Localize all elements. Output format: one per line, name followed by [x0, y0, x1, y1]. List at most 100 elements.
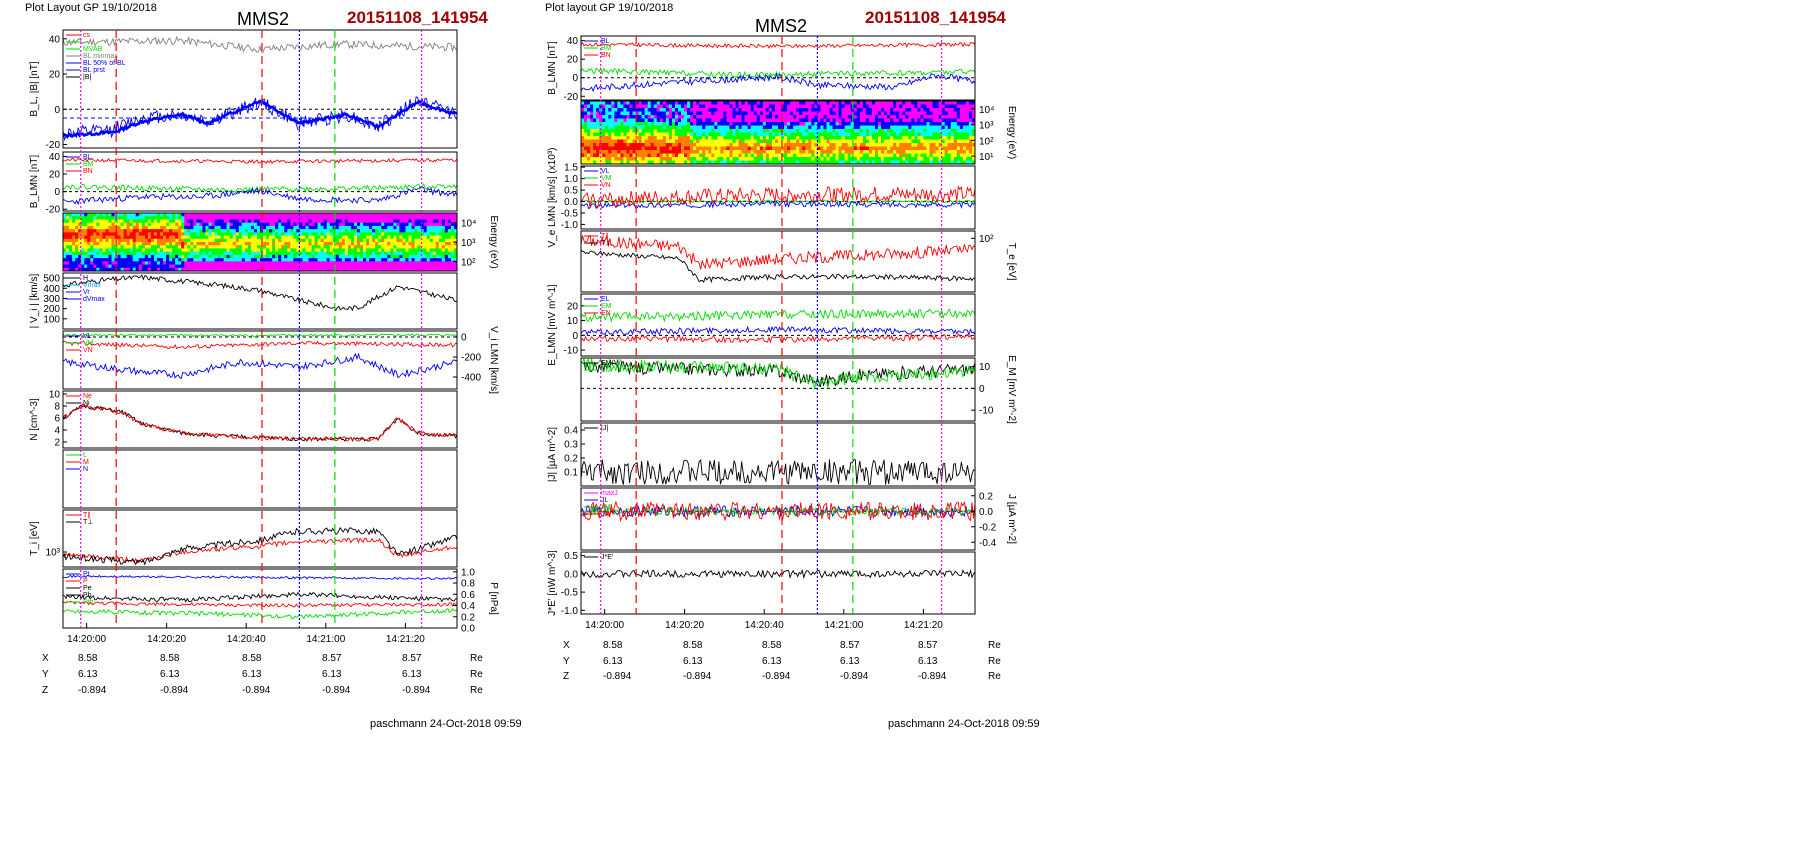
right-j-ytick: 0.3 [564, 440, 578, 451]
right-je-series-0 [581, 568, 975, 580]
right-em-series-0 [581, 361, 975, 388]
left-p-legend-entry: Pt [83, 571, 90, 578]
right-em-ytick: -10 [979, 406, 994, 417]
left-ephem-value: 8.58 [78, 653, 98, 664]
left-ephem-value: 8.58 [242, 653, 262, 664]
left-empty-panel: LMN [62, 449, 458, 509]
left-time-tick: 14:21:20 [386, 634, 425, 645]
left-time-tick: 14:20:20 [147, 634, 186, 645]
right-e-spec-ytick: 10¹ [979, 152, 994, 163]
right-ephem-value: 6.13 [762, 656, 782, 667]
left-ti-legend-entry: T∥ [83, 511, 91, 519]
left-vi-legend-entry: Vr [83, 289, 90, 296]
right-jlmn-ytick: -0.4 [979, 538, 997, 549]
left-blmn-ytick: -20 [46, 205, 61, 216]
right-elmn-ytick: 10 [567, 316, 579, 327]
right-ephem-value: -0.894 [762, 671, 791, 682]
right-je-ytick: -1.0 [561, 606, 579, 617]
right-footer: paschmann 24-Oct-2018 09:59 [888, 718, 1040, 730]
left-bl-legend-entry: |B| [83, 74, 91, 81]
right-blmn-series-0 [581, 41, 975, 49]
right-elmn-series-2 [581, 333, 975, 344]
left-spacecraft-title: MMS2 [237, 9, 290, 29]
right-time-tick: 14:20:20 [665, 620, 704, 631]
left-n-legend-entry: Ne [83, 393, 92, 400]
left-vilmn-legend-entry: VN [83, 347, 93, 354]
left-ion-spec-panel: 10⁴ 10³ 10² Energy (eV) [62, 212, 499, 272]
left-vilmn-ytick: -400 [461, 373, 481, 384]
right-blmn-legend-entry: BN [601, 52, 611, 59]
left-time-tick: 14:21:00 [306, 634, 345, 645]
left-ion-spec-ylabel: Energy (eV) [488, 215, 499, 268]
right-te-ylabel: T_e [eV] [1006, 243, 1017, 281]
left-ti-ytick: 10³ [46, 548, 61, 559]
right-je-ytick: -0.5 [561, 588, 579, 599]
left-vilmn-series-2 [63, 352, 457, 380]
left-n-ylabel: N [cm^-3] [29, 398, 40, 441]
left-p-legend-entry: P [83, 578, 88, 585]
left-p-legend-entry: Pb [83, 592, 92, 599]
right-blmn-series-1 [581, 66, 975, 79]
left-ephem-value: 6.13 [78, 669, 98, 680]
right-velmn-ytick: -0.5 [561, 208, 579, 219]
left-bl-ytick: 20 [49, 70, 61, 81]
left-bl-legend-entry: BL minmax [83, 53, 118, 60]
right-e-spec-ylabel: Energy (eV) [1006, 106, 1017, 159]
right-j-ytick: 0.4 [564, 426, 578, 437]
left-empty-legend-entry: N [83, 466, 88, 473]
right-jlmn-legend-entry: maxJ [601, 490, 618, 497]
right-em-legend-entry: EM [601, 367, 612, 374]
right-velmn-series-2 [581, 185, 975, 209]
right-te-series-1 [581, 249, 975, 284]
right-ephem-label: Z [563, 671, 569, 682]
right-velmn-legend-entry: VN [601, 182, 611, 189]
left-blmn-series-0 [63, 157, 457, 165]
left-vilmn-ytick: -200 [461, 353, 481, 364]
right-elmn-legend-entry: EM [601, 303, 612, 310]
left-ephem-value: 6.13 [160, 669, 180, 680]
left-vi-legend-entry: Vmax [83, 282, 101, 289]
left-bl-legend-entry: BL prst [83, 67, 105, 74]
left-blmn-ytick: 0 [54, 187, 60, 198]
right-j-legend-entry: |J| [601, 425, 608, 432]
right-em-ytick: 10 [979, 362, 991, 373]
right-te-series-0 [581, 234, 975, 270]
right-velmn-series-0 [581, 199, 975, 204]
left-p-ytick: 0.0 [461, 624, 475, 635]
right-je-ytick: 0.5 [564, 551, 578, 562]
left-vi-ytick: 200 [43, 304, 60, 315]
right-jlmn-ytick: 0.2 [979, 491, 993, 502]
left-footer: paschmann 24-Oct-2018 09:59 [370, 718, 522, 730]
left-blmn-ylabel: B_LMN [nT] [29, 155, 40, 209]
right-velmn-ytick: 1.0 [564, 174, 578, 185]
left-p-ytick: 0.2 [461, 612, 475, 623]
right-te-ytick: 10² [979, 234, 994, 245]
left-bl-legend-entry: BL 50% of BL [83, 60, 126, 67]
right-velmn-legend-entry: VL [601, 168, 610, 175]
left-vi-legend-entry: H [83, 275, 88, 282]
left-p-ytick: 0.6 [461, 590, 475, 601]
right-elmn-series-1 [581, 325, 975, 337]
right-velmn-ytick: -1.0 [561, 220, 579, 231]
right-time-tick: 14:20:00 [585, 620, 624, 631]
left-n-series-1 [63, 403, 457, 443]
right-ephem-value: 6.13 [683, 656, 703, 667]
left-bl-series-2 [63, 99, 457, 139]
right-jlmn-ylabel: J [µA m^-2] [1006, 494, 1017, 544]
left-bl-ytick: 0 [54, 105, 60, 116]
left-ephem-value: 6.13 [402, 669, 422, 680]
left-p-ytick: 0.8 [461, 579, 475, 590]
left-ephem-value: -0.894 [78, 685, 107, 696]
right-e-spec-ytick: 10³ [979, 121, 994, 132]
right-time-tick: 14:21:20 [904, 620, 943, 631]
left-n-legend-entry: Ni [83, 400, 90, 407]
left-ephem-unit: Re [470, 653, 483, 664]
right-e-spec-panel: 10⁴ 10³ 10² 10¹ Energy (eV) [580, 100, 1017, 165]
right-em-legend-entry: EM(Vi) [601, 360, 622, 367]
right-j-ytick: 0.2 [564, 454, 578, 465]
left-p-ytick: 0.4 [461, 601, 475, 612]
left-vilmn-series-1 [63, 340, 457, 350]
